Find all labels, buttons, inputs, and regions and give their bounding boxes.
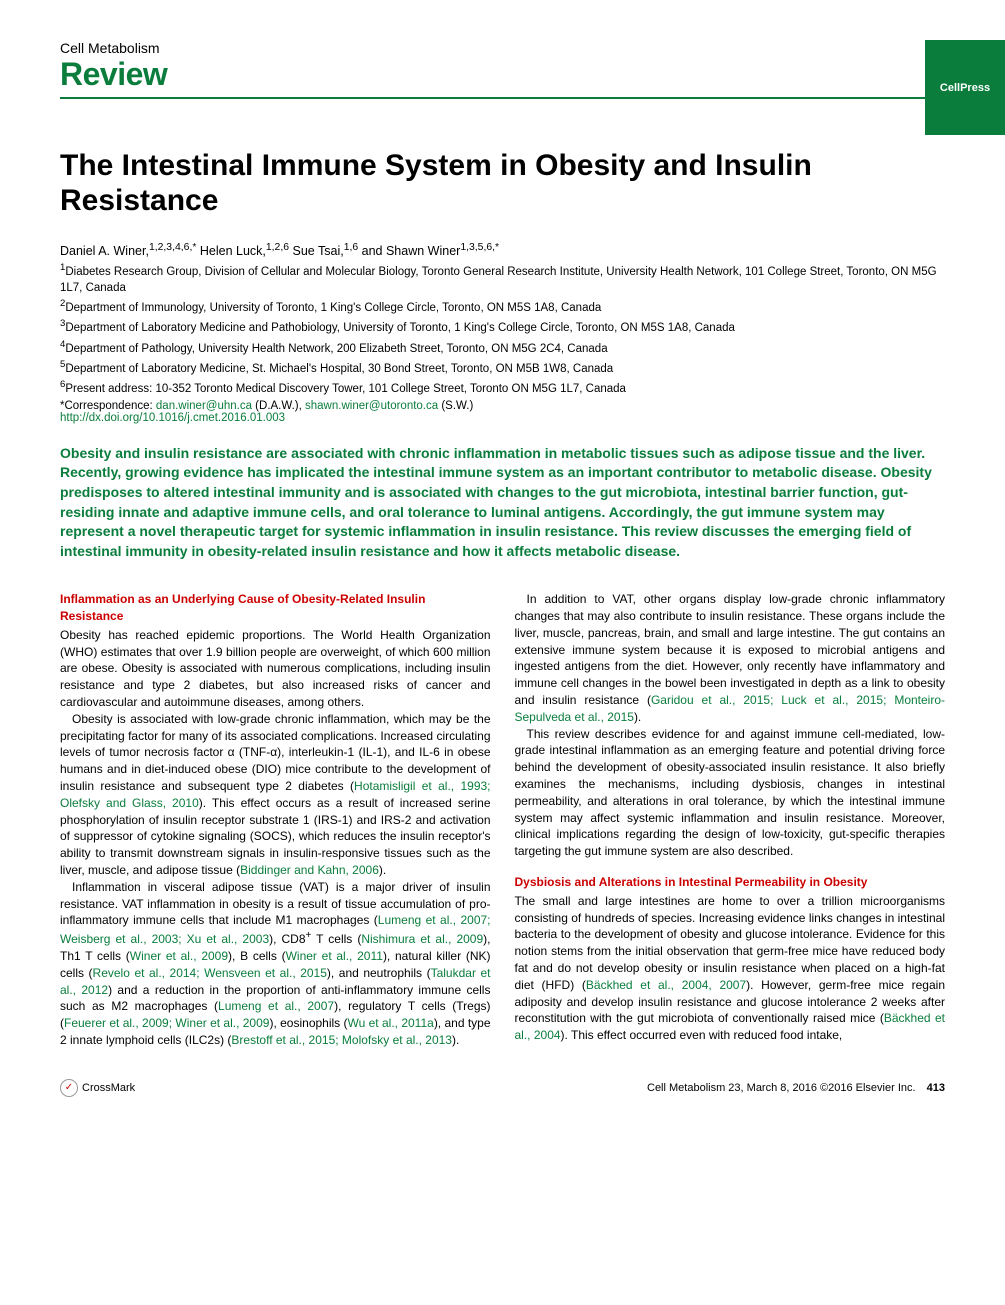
crossmark-badge[interactable]: ✓ CrossMark <box>60 1079 135 1097</box>
paragraph: Obesity is associated with low-grade chr… <box>60 711 491 879</box>
correspondence-line: *Correspondence: dan.winer@uhn.ca (D.A.W… <box>60 400 945 412</box>
email2-suffix: (S.W.) <box>438 400 473 412</box>
column-right: In addition to VAT, other organs display… <box>515 591 946 1049</box>
section-heading-2: Dysbiosis and Alterations in Intestinal … <box>515 874 946 891</box>
publisher-badge: CellPress <box>925 40 1005 135</box>
doi-link[interactable]: http://dx.doi.org/10.1016/j.cmet.2016.01… <box>60 412 945 424</box>
paragraph: Inflammation in visceral adipose tissue … <box>60 879 491 1049</box>
citation-text: Cell Metabolism 23, March 8, 2016 ©2016 … <box>647 1082 916 1094</box>
abstract-text: Obesity and insulin resistance are assoc… <box>60 444 945 562</box>
crossmark-icon: ✓ <box>60 1079 78 1097</box>
journal-name: Cell Metabolism <box>60 40 945 56</box>
email-link-1[interactable]: dan.winer@uhn.ca <box>156 400 252 412</box>
affiliation-1: 1Diabetes Research Group, Division of Ce… <box>60 262 945 296</box>
page-footer: ✓ CrossMark Cell Metabolism 23, March 8,… <box>60 1079 945 1097</box>
paragraph: Obesity has reached epidemic proportions… <box>60 627 491 711</box>
footer-citation: Cell Metabolism 23, March 8, 2016 ©2016 … <box>647 1082 945 1094</box>
column-left: Inflammation as an Underlying Cause of O… <box>60 591 491 1049</box>
page-number: 413 <box>927 1082 945 1094</box>
email-link-2[interactable]: shawn.winer@utoronto.ca <box>305 400 438 412</box>
email1-suffix: (D.A.W.), <box>252 400 305 412</box>
affiliation-2: 2Department of Immunology, University of… <box>60 298 945 316</box>
crossmark-label: CrossMark <box>82 1082 135 1094</box>
affiliation-3: 3Department of Laboratory Medicine and P… <box>60 318 945 336</box>
correspondence-prefix: *Correspondence: <box>60 400 156 412</box>
affiliation-5: 5Department of Laboratory Medicine, St. … <box>60 359 945 377</box>
paragraph: The small and large intestines are home … <box>515 893 946 1044</box>
paragraph: In addition to VAT, other organs display… <box>515 591 946 725</box>
paragraph: This review describes evidence for and a… <box>515 726 946 860</box>
affiliation-6: 6Present address: 10-352 Toronto Medical… <box>60 379 945 397</box>
affiliation-4: 4Department of Pathology, University Hea… <box>60 339 945 357</box>
journal-header: Cell Metabolism Review <box>60 40 945 99</box>
affiliations-block: 1Diabetes Research Group, Division of Ce… <box>60 262 945 398</box>
authors-line: Daniel A. Winer,1,2,3,4,6,* Helen Luck,1… <box>60 242 945 258</box>
article-title: The Intestinal Immune System in Obesity … <box>60 149 945 218</box>
article-type: Review <box>60 56 945 93</box>
body-columns: Inflammation as an Underlying Cause of O… <box>60 591 945 1049</box>
section-heading-1: Inflammation as an Underlying Cause of O… <box>60 591 491 625</box>
